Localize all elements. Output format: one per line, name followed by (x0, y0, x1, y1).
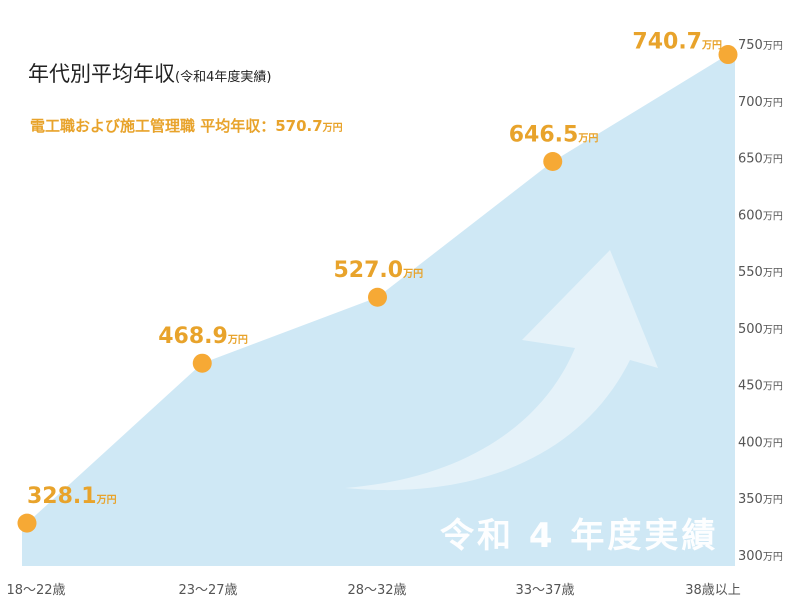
chart-title: 年代別平均年収(令和4年度実績) (28, 58, 271, 88)
data-points (17, 45, 738, 533)
x-tick-label: 23～27歳 (178, 583, 237, 598)
chart-title-main: 年代別平均年収 (28, 62, 175, 86)
data-point (192, 353, 212, 373)
y-tick-label: 550万円 (738, 265, 783, 280)
y-tick-label: 600万円 (738, 208, 783, 223)
x-axis: 18～22歳 23～27歳 28～32歳 33～37歳 38歳以上 (6, 583, 740, 598)
series-area (22, 54, 735, 566)
data-labels: 328.1万円 468.9万円 527.0万円 646.5万円 740.7万円 (27, 30, 722, 510)
data-label: 740.7万円 (632, 30, 722, 55)
y-tick-label: 450万円 (738, 379, 783, 394)
watermark-text: 令和 4 年度実績 (440, 516, 719, 556)
data-label: 328.1万円 (27, 484, 117, 509)
growth-arrow-icon (345, 250, 658, 491)
x-tick-label: 18～22歳 (6, 583, 65, 598)
chart-subtitle-unit: 万円 (322, 123, 343, 134)
x-tick-label: 33～37歳 (515, 583, 574, 598)
chart-subtitle: 電工職および施工管理職 平均年収：570.7万円 (30, 115, 343, 136)
data-label: 646.5万円 (509, 123, 599, 148)
data-point (543, 152, 563, 172)
y-tick-label: 700万円 (738, 95, 783, 110)
y-tick-label: 300万円 (738, 549, 783, 564)
data-point (368, 287, 387, 307)
data-point (718, 45, 738, 65)
y-tick-label: 400万円 (738, 435, 783, 450)
y-tick-label: 350万円 (738, 492, 783, 507)
data-label: 527.0万円 (334, 258, 424, 283)
y-tick-label: 500万円 (738, 322, 783, 337)
data-point (17, 513, 37, 533)
chart-subtitle-text: 電工職および施工管理職 平均年収：570.7 (30, 117, 323, 135)
x-tick-label: 28～32歳 (347, 583, 406, 598)
data-label: 468.9万円 (158, 324, 248, 349)
y-axis: 300万円 350万円 400万円 450万円 500万円 550万円 600万円 650万円… (738, 38, 783, 564)
chart-title-sub: (令和4年度実績) (175, 70, 272, 85)
x-tick-label: 38歳以上 (685, 583, 741, 598)
y-tick-label: 750万円 (738, 38, 783, 53)
y-tick-label: 650万円 (738, 152, 783, 167)
